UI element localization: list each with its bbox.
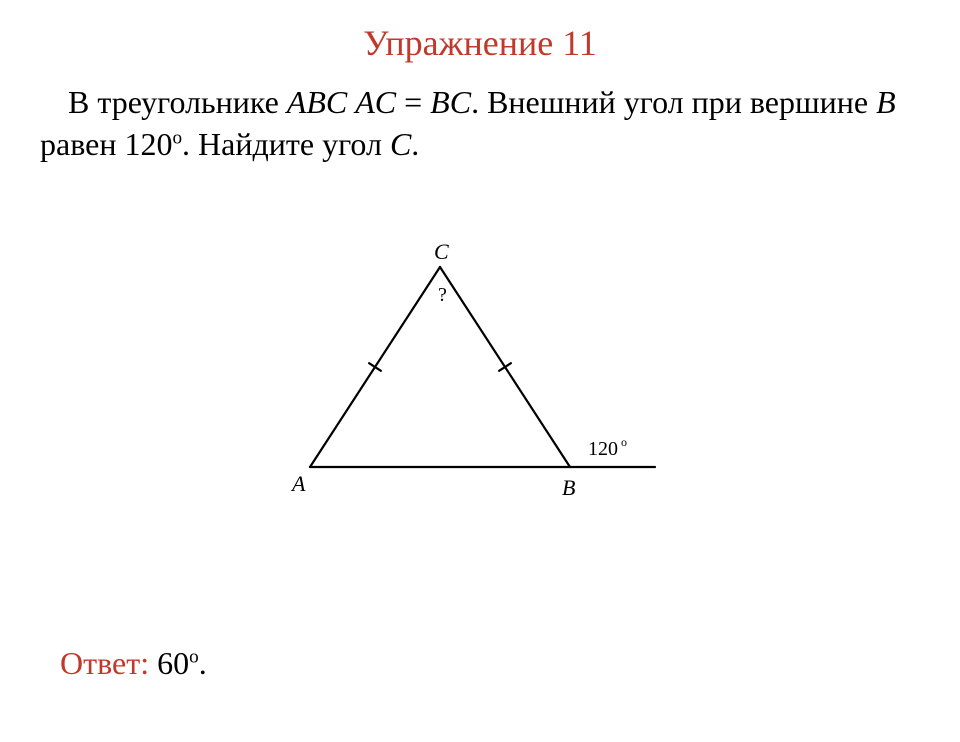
triangle-name: ABC (287, 84, 347, 120)
svg-text:C: C (434, 239, 449, 264)
eq: = (396, 84, 430, 120)
side-left: AC (355, 84, 396, 120)
answer-end: . (199, 645, 207, 681)
svg-text:B: B (562, 475, 575, 500)
svg-text:A: A (290, 471, 306, 496)
answer-value: 60 (149, 645, 189, 681)
vertex-b: B (876, 84, 896, 120)
svg-text:?: ? (438, 284, 447, 306)
deg-unit: о (172, 127, 182, 148)
triangle-svg: ABC?120 о (270, 257, 690, 537)
t1: В треугольнике (68, 84, 287, 120)
t4: . Найдите угол (182, 126, 390, 162)
triangle-diagram: ABC?120 о (270, 257, 690, 537)
t5: . (411, 126, 419, 162)
vertex-c: C (390, 126, 411, 162)
side-right: BC (430, 84, 471, 120)
answer-unit: о (189, 646, 199, 667)
answer-line: Ответ: 60о. (60, 645, 207, 682)
page-title: Упражнение 11 (0, 22, 960, 64)
answer-label: Ответ: (60, 645, 149, 681)
title-text: Упражнение 11 (363, 23, 597, 63)
svg-text:120 о: 120 о (588, 435, 627, 460)
t3: равен 120 (40, 126, 172, 162)
problem-text: В треугольнике ABC AC = BC. Внешний угол… (40, 82, 920, 165)
t2: . Внешний угол при вершине (471, 84, 876, 120)
